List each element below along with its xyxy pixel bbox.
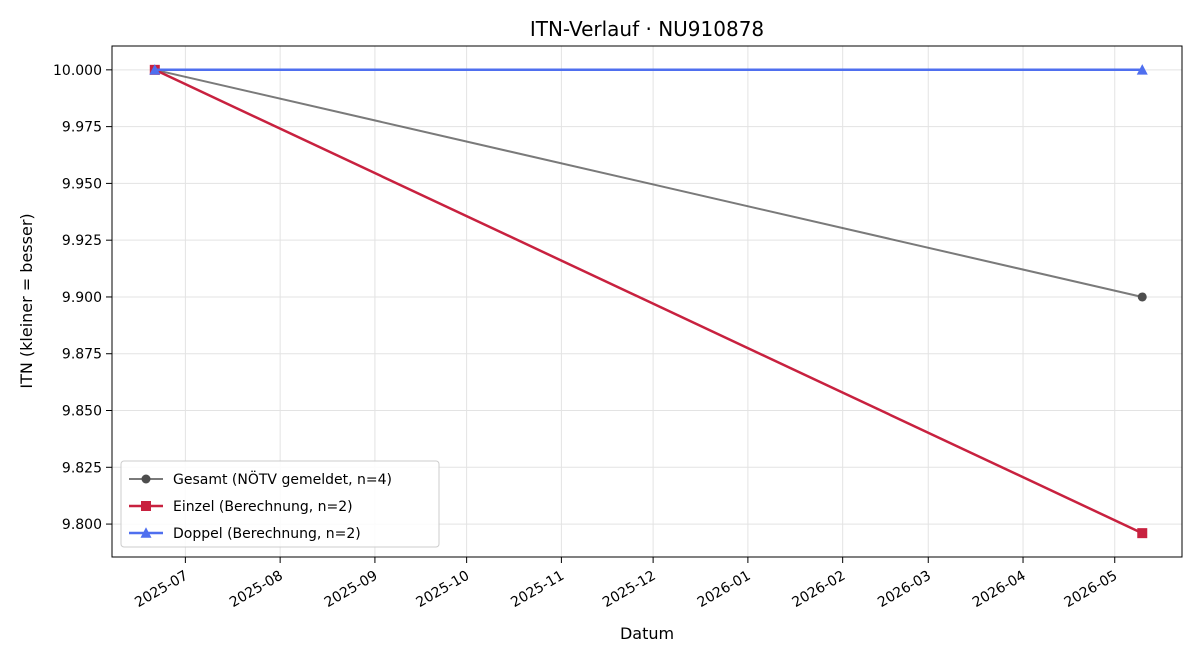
series-layer <box>149 64 1148 539</box>
y-tick-label: 9.975 <box>62 120 102 136</box>
legend: Gesamt (NÖTV gemeldet, n=4) Einzel (Berec… <box>120 460 440 548</box>
y-tick-label: 9.900 <box>62 290 102 306</box>
y-tick-label: 10.000 <box>53 63 102 79</box>
data-point <box>1137 292 1147 302</box>
series-3 <box>149 64 1148 75</box>
data-point <box>149 64 161 75</box>
series-line <box>154 68 1143 298</box>
legend-marker <box>141 501 151 511</box>
series-line <box>154 68 1143 535</box>
legend-label: Einzel (Berechnung, n=2) <box>173 499 353 515</box>
data-point <box>1136 64 1148 75</box>
legend-marker <box>141 474 151 484</box>
y-tick-label: 9.850 <box>62 404 102 420</box>
y-axis-label: ITN (kleiner = besser) <box>17 213 36 388</box>
y-tick-label: 9.875 <box>62 347 102 363</box>
data-point <box>1137 528 1148 539</box>
y-tick-label: 9.800 <box>62 517 102 533</box>
y-tick-label: 9.925 <box>62 233 102 249</box>
plot-frame <box>111 45 1183 558</box>
legend-label: Gesamt (NÖTV gemeldet, n=4) <box>173 470 392 488</box>
legend-marker <box>140 527 152 538</box>
x-axis-label: Datum <box>620 624 674 643</box>
legend-box <box>120 460 440 548</box>
legend-label: Doppel (Berechnung, n=2) <box>173 526 361 542</box>
y-tick-label: 9.950 <box>62 176 102 192</box>
y-tick-label: 9.825 <box>62 460 102 476</box>
chart-title: ITN-Verlauf · NU910878 <box>530 17 764 41</box>
y-axis: 10.000 9.975 9.950 9.925 9.900 9.875 9.850 9.82… <box>53 63 112 533</box>
